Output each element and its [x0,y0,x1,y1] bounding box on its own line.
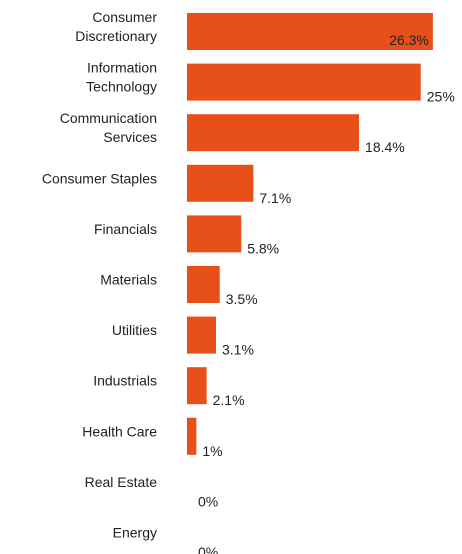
bar [187,164,254,202]
value-label: 3.1% [222,342,254,358]
value-label: 0% [198,544,218,554]
bar [187,63,421,101]
category-label: Utilities [112,322,157,338]
bar [187,215,242,253]
category-label: Materials [100,272,157,288]
value-label: 5.8% [247,240,279,256]
category-label: Energy [113,525,157,541]
category-label: Consumer Discretionary [75,9,157,44]
bar [187,417,197,455]
value-label: 2.1% [213,392,245,408]
value-label: 0% [198,493,218,509]
bar [187,114,360,152]
bar [187,13,433,50]
value-label: 25% [427,89,455,105]
category-label: Information Technology [86,60,157,95]
value-label: 7.1% [259,190,291,206]
value-label: 26.3% [389,32,429,48]
category-label: Real Estate [85,474,158,490]
category-label: Health Care [82,423,157,439]
bar [187,266,220,303]
value-label: 1% [202,443,222,459]
category-label: Communication Services [60,110,157,145]
category-label: Industrials [93,373,157,389]
category-label: Consumer Staples [42,170,157,186]
bar [187,316,216,354]
category-label: Financials [94,221,157,237]
value-label: 18.4% [365,139,405,155]
bar [187,367,207,405]
value-label: 3.5% [226,291,258,307]
